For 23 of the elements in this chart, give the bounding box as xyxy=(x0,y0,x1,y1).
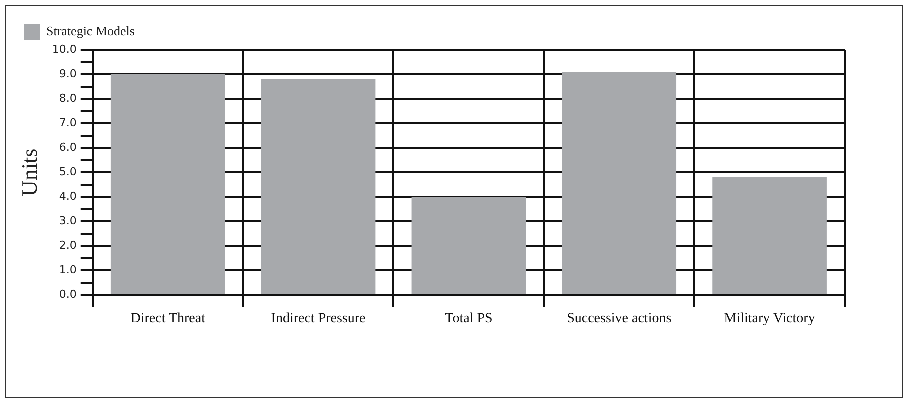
x-tick-label: Successive actions xyxy=(567,311,672,326)
y-tick-label: 4.0 xyxy=(59,190,77,203)
y-axis-title: Units xyxy=(16,148,42,196)
x-tick-label: Direct Threat xyxy=(130,311,206,326)
y-tick-label: 7.0 xyxy=(59,116,77,130)
y-tick-label: 9.0 xyxy=(59,67,77,80)
x-tick-label: Military Victory xyxy=(724,311,816,326)
y-tick-label: 6.0 xyxy=(59,140,77,154)
y-tick-label: 1.0 xyxy=(59,264,77,277)
y-tick-label: 2.0 xyxy=(59,239,77,252)
bar xyxy=(412,197,526,294)
bar xyxy=(562,72,677,294)
bar xyxy=(712,178,827,294)
legend-label: Strategic Models xyxy=(46,23,135,38)
y-tick-label: 8.0 xyxy=(59,92,77,105)
bar xyxy=(110,74,226,294)
y-tick-label: 3.0 xyxy=(59,214,77,228)
bar xyxy=(261,79,376,294)
y-tick-label: 0.0 xyxy=(59,288,77,302)
x-tick-label: Indirect Pressure xyxy=(271,311,366,326)
y-tick-label: 10.0 xyxy=(52,42,77,56)
y-tick-label: 5.0 xyxy=(59,165,77,178)
x-tick-label: Total PS xyxy=(445,311,493,326)
